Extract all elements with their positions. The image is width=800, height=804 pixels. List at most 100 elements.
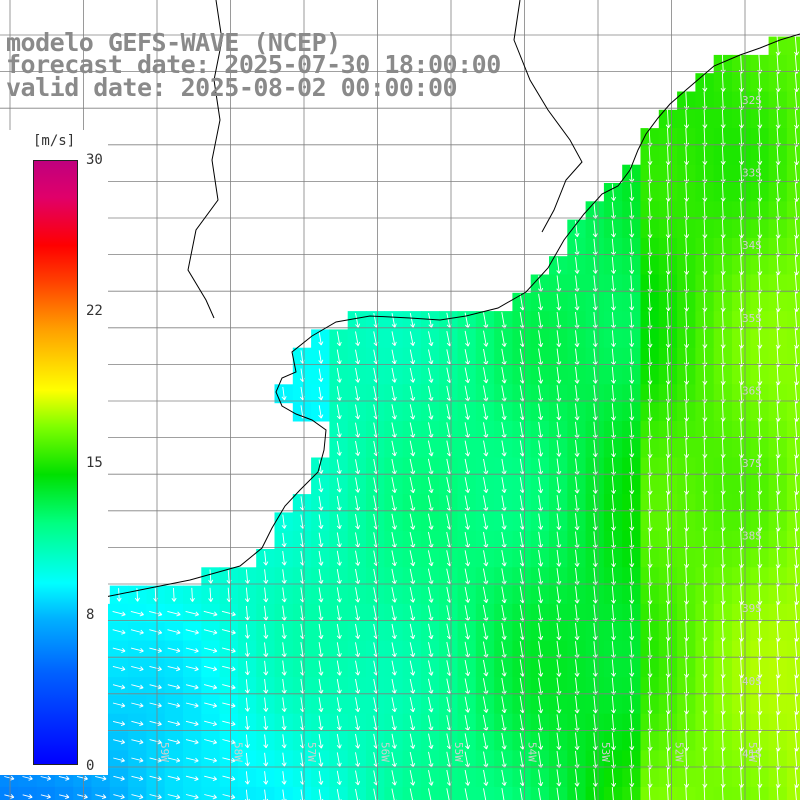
wind-cell — [183, 786, 202, 804]
wind-arrow — [204, 794, 217, 800]
wind-arrow — [464, 477, 471, 494]
wind-arrow — [171, 587, 177, 602]
wind-arrow — [556, 366, 562, 384]
wind-arrow — [757, 292, 763, 312]
wind-arrow — [574, 695, 580, 714]
wind-arrow — [629, 586, 635, 604]
wind-arrow — [355, 477, 361, 493]
wind-arrow — [409, 349, 416, 365]
wind-arrow — [574, 330, 580, 348]
wind-arrow — [355, 532, 361, 548]
wind-arrow — [794, 767, 800, 788]
wind-arrow — [757, 255, 763, 276]
wind-arrow — [355, 349, 361, 365]
wind-arrow — [281, 697, 287, 712]
wind-arrow — [113, 739, 126, 745]
wind-arrow — [702, 438, 708, 458]
wind-arrow — [611, 549, 617, 568]
wind-arrow — [702, 329, 708, 349]
wind-arrow — [131, 720, 144, 727]
model-title: modelo GEFS-WAVE (NCEP) — [6, 28, 341, 57]
wind-arrow — [592, 512, 598, 531]
wind-arrow — [665, 329, 671, 348]
wind-arrow — [355, 605, 361, 621]
wind-arrow — [428, 770, 434, 786]
wind-arrow — [720, 749, 726, 770]
wind-arrow — [556, 257, 562, 274]
colorbar-tick-0: 0 — [86, 758, 95, 774]
wind-arrow — [130, 610, 144, 617]
wind-arrow — [222, 684, 236, 690]
wind-arrow — [592, 366, 598, 384]
wind-arrow — [263, 587, 269, 603]
wind-arrow — [464, 769, 471, 786]
wind-arrow — [355, 495, 361, 512]
wind-arrow — [738, 365, 744, 386]
latitude-label: 41S — [742, 747, 762, 760]
wind-arrow — [355, 752, 361, 767]
wind-arrow — [629, 567, 635, 586]
wind-arrow — [113, 794, 125, 800]
wind-arrow — [336, 495, 342, 511]
wind-arrow — [629, 439, 635, 458]
wind-arrow — [538, 330, 544, 348]
wind-arrow — [244, 697, 250, 712]
wind-arrow — [629, 256, 635, 274]
wind-arrow — [391, 386, 397, 402]
wind-arrow — [464, 696, 471, 713]
wind-arrow — [391, 605, 397, 621]
wind-arrow — [355, 404, 361, 420]
wind-arrow — [391, 587, 397, 603]
wind-arrow — [391, 404, 397, 420]
wind-arrow — [355, 459, 361, 475]
wind-arrow — [131, 757, 144, 763]
wind-arrow — [665, 402, 671, 422]
wind-arrow — [263, 551, 269, 566]
wind-arrow — [281, 734, 287, 749]
wind-arrow — [22, 794, 33, 799]
wind-arrow — [336, 386, 342, 402]
wind-arrow — [538, 513, 544, 530]
colorbar-tick-30: 30 — [86, 152, 103, 168]
wind-arrow — [738, 328, 744, 349]
wind-arrow — [244, 716, 250, 730]
wind-arrow — [665, 548, 671, 568]
wind-arrow — [482, 586, 489, 604]
wind-arrow — [538, 366, 544, 384]
wind-arrow — [263, 697, 269, 712]
wind-arrow — [391, 422, 397, 438]
wind-arrow — [647, 329, 653, 348]
wind-arrow — [167, 665, 181, 672]
wind-arrow — [684, 621, 690, 642]
wind-arrow — [428, 605, 434, 621]
latitude-label: 37S — [742, 457, 762, 470]
wind-arrow — [556, 696, 562, 714]
wind-arrow — [464, 550, 471, 567]
wind-arrow — [483, 477, 489, 494]
wind-cell — [786, 786, 800, 804]
colorbar-tick-8: 8 — [86, 607, 95, 623]
wind-arrow — [757, 767, 763, 788]
wind-arrow — [336, 605, 342, 621]
wind-arrow — [610, 257, 617, 274]
wind-arrow — [647, 182, 653, 202]
wind-arrow — [775, 475, 781, 495]
wind-arrow — [221, 647, 236, 654]
wind-arrow — [775, 36, 781, 56]
wind-arrow — [391, 770, 397, 786]
wind-arrow — [556, 403, 562, 421]
wind-arrow — [738, 731, 744, 752]
wind-arrow — [355, 623, 361, 640]
wind-arrow — [629, 476, 635, 495]
wind-arrow — [665, 768, 671, 788]
wind-arrow — [409, 386, 416, 402]
wind-arrow — [318, 386, 324, 401]
wind-arrow — [757, 402, 763, 422]
wind-cell — [219, 786, 239, 804]
wind-arrow — [263, 679, 269, 694]
wind-arrow — [167, 757, 181, 763]
wind-arrow — [336, 349, 342, 365]
wind-arrow — [702, 658, 708, 678]
wind-arrow — [647, 402, 653, 422]
wind-arrow — [757, 749, 763, 770]
